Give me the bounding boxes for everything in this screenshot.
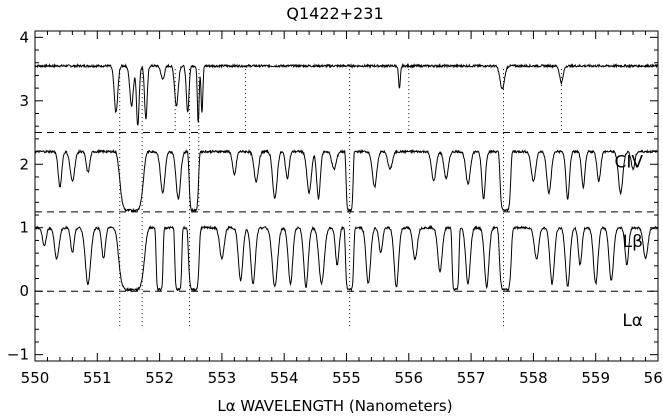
y-tick-label: −1 (7, 346, 29, 364)
y-tick-label: 4 (19, 28, 29, 46)
chart-title: Q1422+231 (286, 4, 383, 23)
series-label: CIV (614, 153, 643, 173)
x-tick-label: 555 (332, 369, 361, 387)
x-tick-label: 560 (644, 369, 663, 387)
x-tick-label: 557 (457, 369, 486, 387)
x-tick-label: 551 (83, 369, 112, 387)
series-label: Lα (622, 311, 643, 331)
series-line (34, 148, 659, 214)
series-line (34, 62, 659, 126)
x-tick-label: 550 (21, 369, 50, 387)
x-tick-label: 554 (270, 369, 299, 387)
y-tick-label: 2 (19, 155, 29, 173)
y-tick-label: 0 (19, 282, 29, 300)
y-tick-label: 1 (19, 219, 29, 237)
y-tick-label: 3 (19, 92, 29, 110)
x-tick-label: 552 (145, 369, 174, 387)
series-label: Lβ (623, 232, 643, 252)
x-axis-label: Lα WAVELENGTH (Nanometers) (217, 397, 452, 415)
series-line (34, 224, 659, 293)
x-tick-label: 558 (519, 369, 548, 387)
x-tick-label: 553 (208, 369, 237, 387)
x-tick-label: 556 (394, 369, 423, 387)
plot-area: 550 551 552 553 554 555 556 557 558 559 560 −1 0 1 2 3 4… (7, 28, 663, 387)
x-tick-label: 559 (581, 369, 610, 387)
